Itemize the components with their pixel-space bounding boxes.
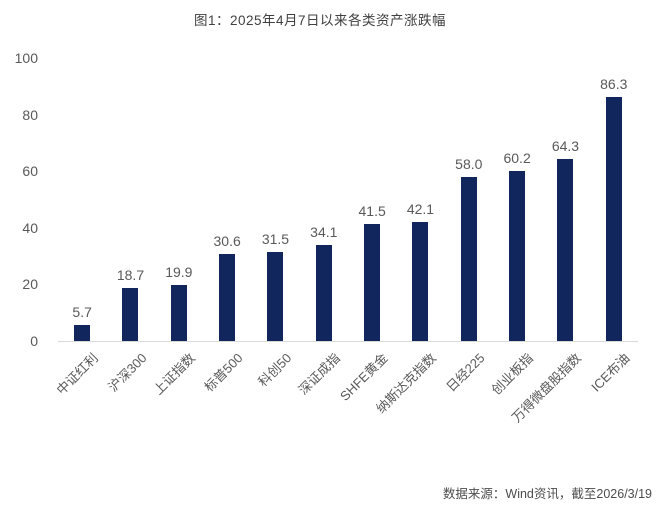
bar [219, 254, 236, 341]
bar-value-label: 30.6 [213, 233, 241, 250]
category-label: 日经225 [443, 350, 488, 395]
bar-value-label: 5.7 [72, 303, 92, 320]
bar-value-label: 31.5 [261, 230, 290, 247]
bar-group: 64.3 万得微盘股指数 [509, 58, 589, 425]
category-label: 科创50 [255, 350, 295, 390]
bar [557, 159, 574, 341]
data-source: 数据来源：Wind资讯，截至2026/3/19 [442, 487, 652, 501]
category-label: 深证成指 [295, 350, 343, 398]
bar [364, 223, 381, 341]
y-axis-tick-label: 20 [22, 276, 38, 293]
bar-group: 30.6 标普500 [202, 58, 251, 394]
category-label: 中证红利 [53, 350, 102, 398]
bar-group: 58.0 日经225 [443, 58, 493, 395]
bar-group: 19.9 上证指数 [150, 58, 203, 398]
bar-group: 18.7 沪深300 [105, 58, 154, 395]
bar-value-label: 18.7 [116, 267, 145, 284]
bar-group: 31.5 科创50 [251, 58, 299, 390]
bar-group: 41.5 SHFE黄金 [338, 58, 396, 404]
bar-value-label: 60.2 [503, 149, 531, 166]
bar-value-label: 42.1 [406, 200, 435, 217]
category-label: 标普500 [201, 350, 247, 395]
y-axis: 0 20 40 60 80 100 [0, 50, 44, 349]
bar-group: 5.7 中证红利 [54, 58, 106, 398]
bar-group: 86.3 ICE布油 [588, 58, 638, 395]
bar [267, 251, 284, 341]
y-axis-tick-label: 40 [22, 219, 38, 236]
bar-group: 60.2 创业板指 [489, 58, 541, 398]
bar [122, 288, 139, 341]
category-label: 上证指数 [150, 350, 198, 398]
bar [605, 96, 622, 341]
bar [460, 176, 477, 341]
chart-title: 图1：2025年4月7日以来各类资产涨跌幅 [193, 13, 447, 28]
bar-group: 34.1 深证成指 [295, 58, 348, 398]
bar-value-label: 58.0 [455, 155, 483, 172]
y-axis-tick-label: 100 [14, 50, 38, 66]
category-label: 沪深300 [105, 350, 150, 395]
bar-value-label: 34.1 [310, 223, 338, 240]
bar [509, 170, 526, 341]
plot-area: 5.7 中证红利 18.7 沪深300 19.9 上证指数 30.6 标普500 31.5 科创5… [54, 58, 638, 425]
y-axis-tick-label: 0 [30, 333, 38, 349]
bar [170, 284, 187, 341]
category-label: 创业板指 [488, 350, 537, 398]
y-axis-tick-label: 60 [22, 163, 38, 180]
category-label: ICE布油 [588, 350, 633, 395]
bar [412, 221, 429, 341]
bar [74, 324, 91, 341]
bar-value-label: 86.3 [600, 75, 628, 92]
bar [315, 244, 332, 341]
bar-group: 42.1 纳斯达克指数 [374, 58, 444, 416]
bar-value-label: 64.3 [551, 138, 580, 155]
bar-value-label: 19.9 [165, 263, 193, 280]
y-axis-tick-label: 80 [22, 106, 38, 123]
bar-value-label: 41.5 [358, 202, 386, 219]
